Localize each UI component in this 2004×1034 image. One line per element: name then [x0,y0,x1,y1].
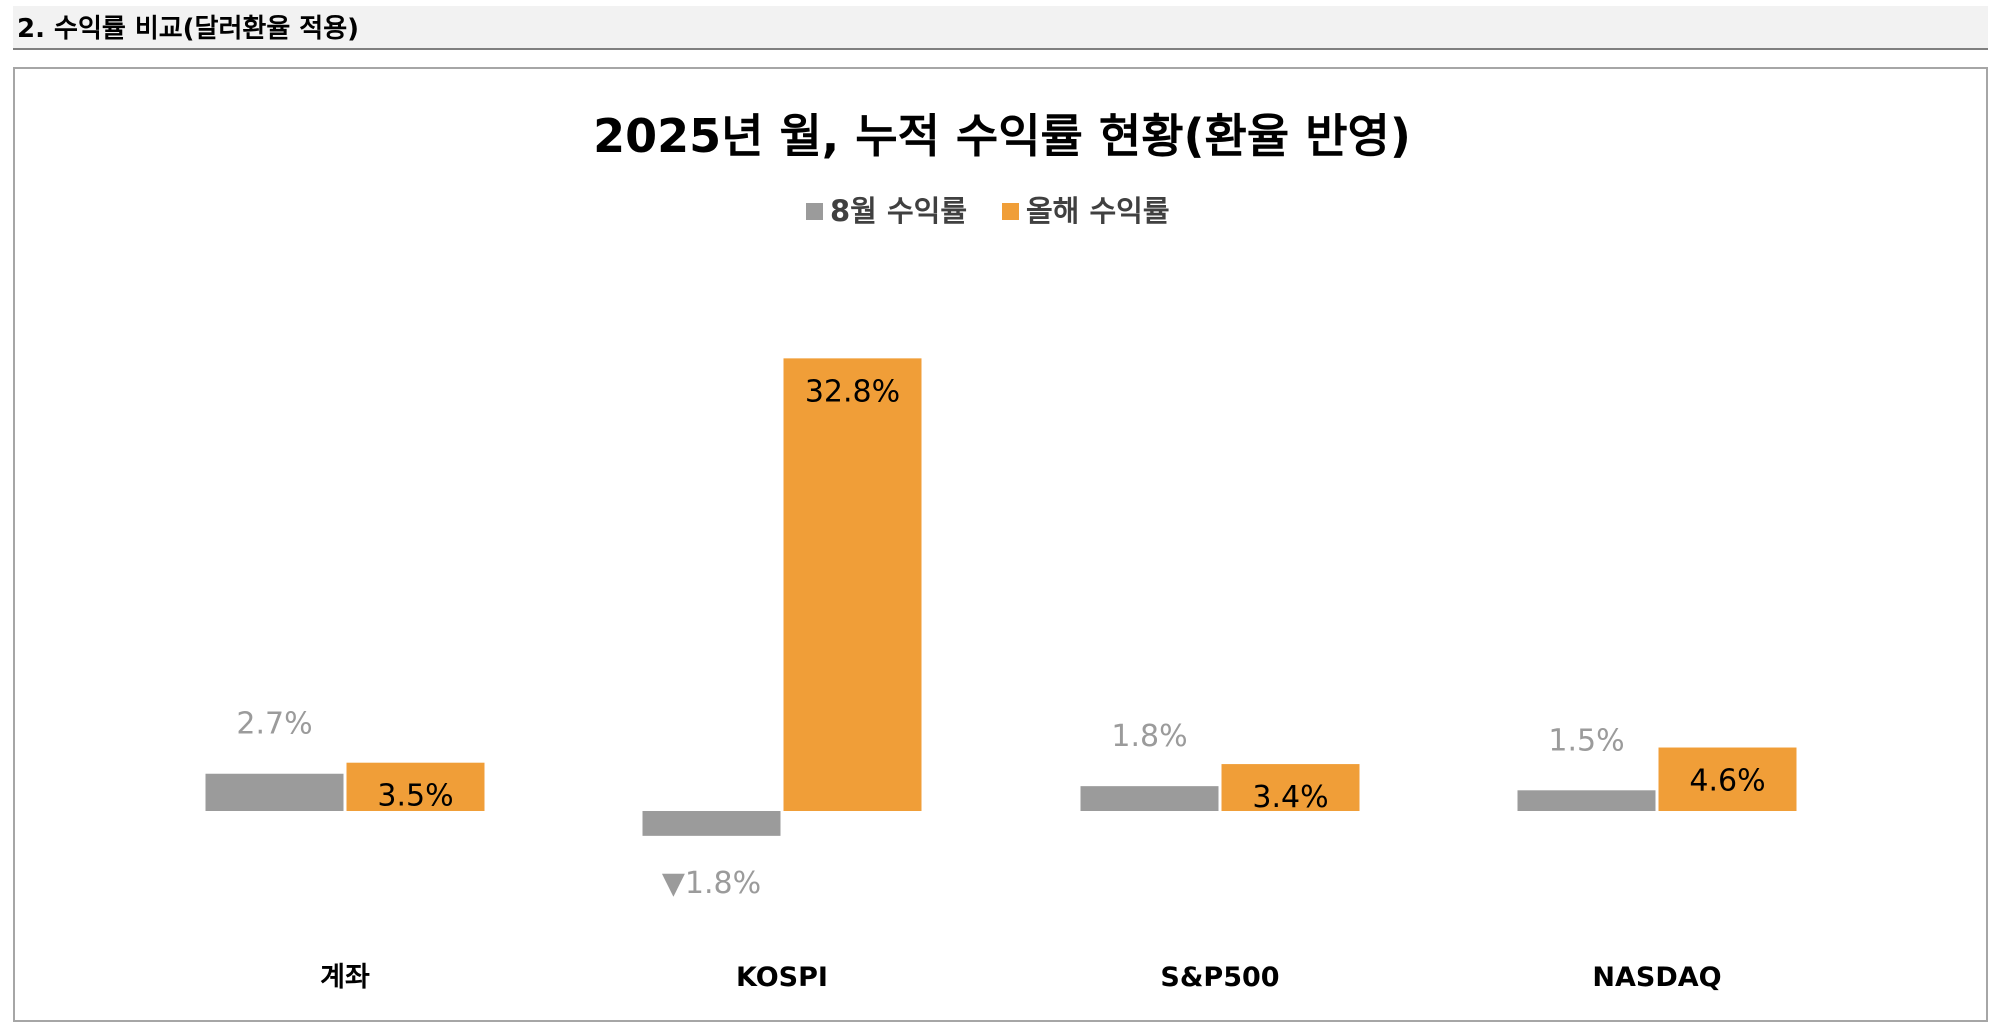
chart-bars [205,358,1797,836]
chart-frame [13,67,1988,1022]
legend-swatch-1 [806,203,823,220]
legend-swatch-2 [1002,203,1019,220]
bar-ytd-3 [1658,747,1797,811]
bar-monthly-1 [642,811,781,836]
value-label-ytd-2: 3.4% [1252,780,1328,815]
category-label-0: 계좌 [320,962,370,993]
bar-ytd-2 [1221,764,1360,811]
legend-label-1: 8월 수익률 [830,194,967,228]
value-label-monthly-0: 2.7% [236,707,312,742]
value-label-monthly-3: 1.5% [1548,723,1624,758]
value-label-monthly-2: 1.8% [1111,719,1187,754]
value-label-ytd-0: 3.5% [377,779,453,814]
category-label-3: NASDAQ [1592,962,1721,993]
section-title: 2. 수익률 비교(달러환율 적용) [17,14,360,44]
bar-monthly-0 [205,773,344,811]
value-label-monthly-1: ▼1.8% [662,866,761,901]
category-label-1: KOSPI [736,962,828,993]
bar-monthly-3 [1517,790,1656,811]
chart-value-labels: 2.7% 3.5% ▼1.8% 32.8% 1.8% 3.4% 1.5% 4.6% [236,374,1765,900]
chart-legend: 8월 수익률 올해 수익률 [806,194,1170,228]
bar-monthly-2 [1080,786,1219,811]
category-label-2: S&P500 [1160,962,1279,993]
legend-label-2: 올해 수익률 [1026,194,1170,228]
bar-ytd-1 [783,358,922,811]
chart-category-labels: 계좌 KOSPI S&P500 NASDAQ [320,962,1721,993]
value-label-ytd-1: 32.8% [805,374,900,409]
bar-ytd-0 [346,762,485,811]
chart-title: 2025년 월, 누적 수익률 현황(환율 반영) [593,109,1411,163]
section-header: 2. 수익률 비교(달러환율 적용) [13,6,1988,50]
value-label-ytd-3: 4.6% [1689,764,1765,799]
